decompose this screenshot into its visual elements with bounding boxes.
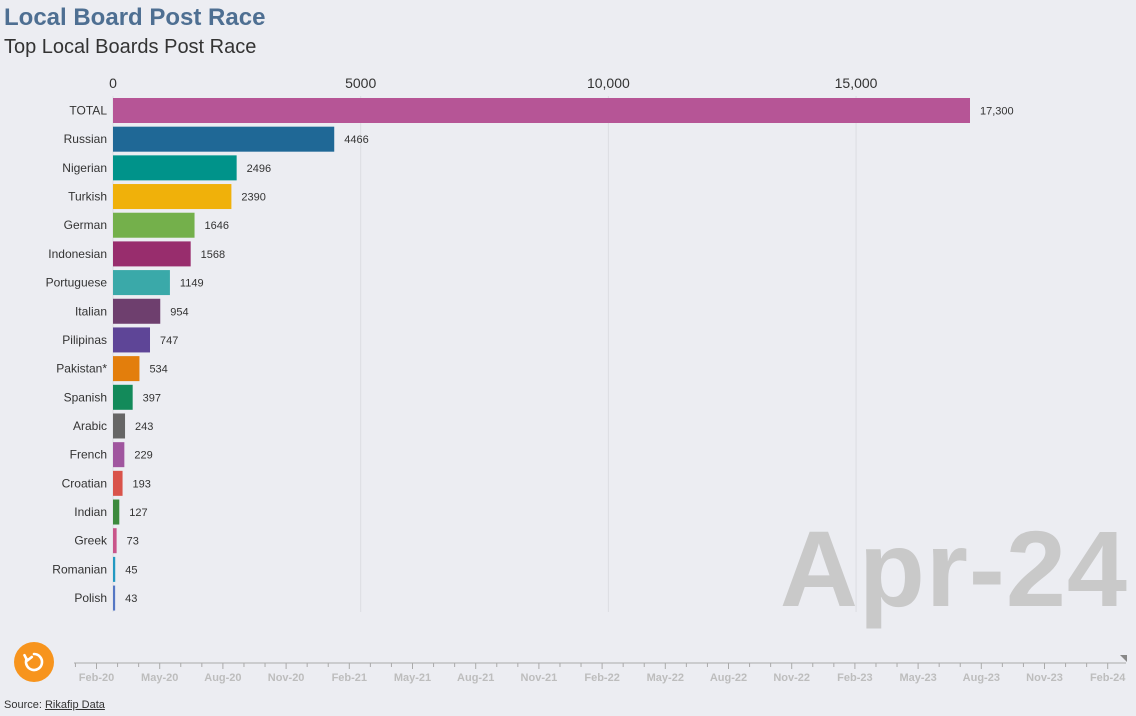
category-label: Croatian [62,476,107,490]
value-label: 534 [149,364,167,376]
value-label: 1646 [205,220,229,232]
category-label: Indian [74,505,107,519]
timeline-label: Feb-20 [79,672,114,684]
x-tick-label: 0 [109,75,117,91]
timeline-label: May-20 [141,672,178,684]
bar [113,470,123,496]
chart-subtitle: Top Local Boards Post Race [4,36,257,58]
value-label: 193 [133,478,151,490]
value-label: 954 [170,306,188,318]
timeline-label: Feb-21 [332,672,367,684]
value-label: 1568 [201,249,225,261]
bar [113,499,120,525]
source-link[interactable]: Rikafip Data [44,699,105,711]
timeline-label: Feb-23 [837,672,872,684]
value-label: 397 [143,392,161,404]
source-prefix: Source: [4,699,45,711]
value-label: 127 [129,507,147,519]
value-label: 229 [134,450,152,462]
category-label: German [64,218,107,232]
chart-title: Local Board Post Race [4,4,266,31]
timeline-slider[interactable]: Feb-20 May-20 Aug-20 Nov-20 Feb-21 May-21 Aug-… [0,650,1136,690]
x-tick-label: 10,000 [587,75,630,91]
value-label: 17,300 [980,106,1014,118]
category-label: Greek [74,534,108,548]
value-label: 2390 [241,192,265,204]
value-label: 2496 [247,163,271,175]
category-label: Turkish [68,190,107,204]
category-label: TOTAL [69,104,107,118]
timeline-handle[interactable] [1120,655,1127,662]
bar [113,270,170,296]
bar [113,442,125,468]
timeline-label: Aug-22 [710,672,747,684]
source-note: Source: Rikafip Data [4,699,105,711]
value-label: 43 [125,593,137,605]
x-tick-label: 5000 [345,75,376,91]
category-label: Polish [74,591,107,605]
timeline-label: Aug-20 [204,672,241,684]
replay-icon [23,652,44,672]
bar [113,212,195,238]
timeline-label: Aug-21 [457,672,494,684]
timeline-label: Feb-24 [1090,672,1126,684]
timeline-label: Nov-22 [773,672,810,684]
bar-chart: 0 5000 10,000 15,000 TOTAL 17,300 Russian 4466 N… [46,75,1014,612]
bar [113,556,116,582]
bar [113,241,191,267]
timeline-label: Nov-21 [521,672,558,684]
category-label: Russian [64,132,107,146]
replay-button[interactable] [14,642,54,682]
value-label: 4466 [344,134,368,146]
value-label: 73 [127,536,139,548]
date-watermark: Apr-24 [779,508,1128,629]
category-label: Spanish [64,390,107,404]
bar [113,155,237,181]
category-label: Romanian [52,562,107,576]
bar [113,184,232,210]
bar [113,126,335,152]
category-label: Pakistan* [56,362,107,376]
category-label: Arabic [73,419,107,433]
timeline-label: Nov-23 [1026,672,1063,684]
timeline-label: May-22 [647,672,684,684]
timeline-label: Nov-20 [268,672,305,684]
category-label: Portuguese [46,276,108,290]
bar [113,413,126,439]
value-label: 747 [160,335,178,347]
timeline-label: Aug-23 [963,672,1000,684]
category-label: Pilipinas [62,333,107,347]
category-label: Nigerian [62,161,107,175]
value-label: 243 [135,421,153,433]
bar [113,528,117,554]
value-label: 1149 [180,278,204,290]
category-label: French [70,448,107,462]
bar [113,585,116,611]
timeline-label: May-23 [899,672,936,684]
bar [113,98,970,123]
timeline-label: Feb-22 [584,672,619,684]
bar [113,298,161,324]
value-label: 45 [125,564,137,576]
x-tick-label: 15,000 [835,75,878,91]
bar [113,384,133,410]
category-label: Italian [75,304,107,318]
category-label: Indonesian [48,247,107,261]
bar [113,327,151,353]
timeline-label: May-21 [394,672,431,684]
bar [113,356,140,382]
